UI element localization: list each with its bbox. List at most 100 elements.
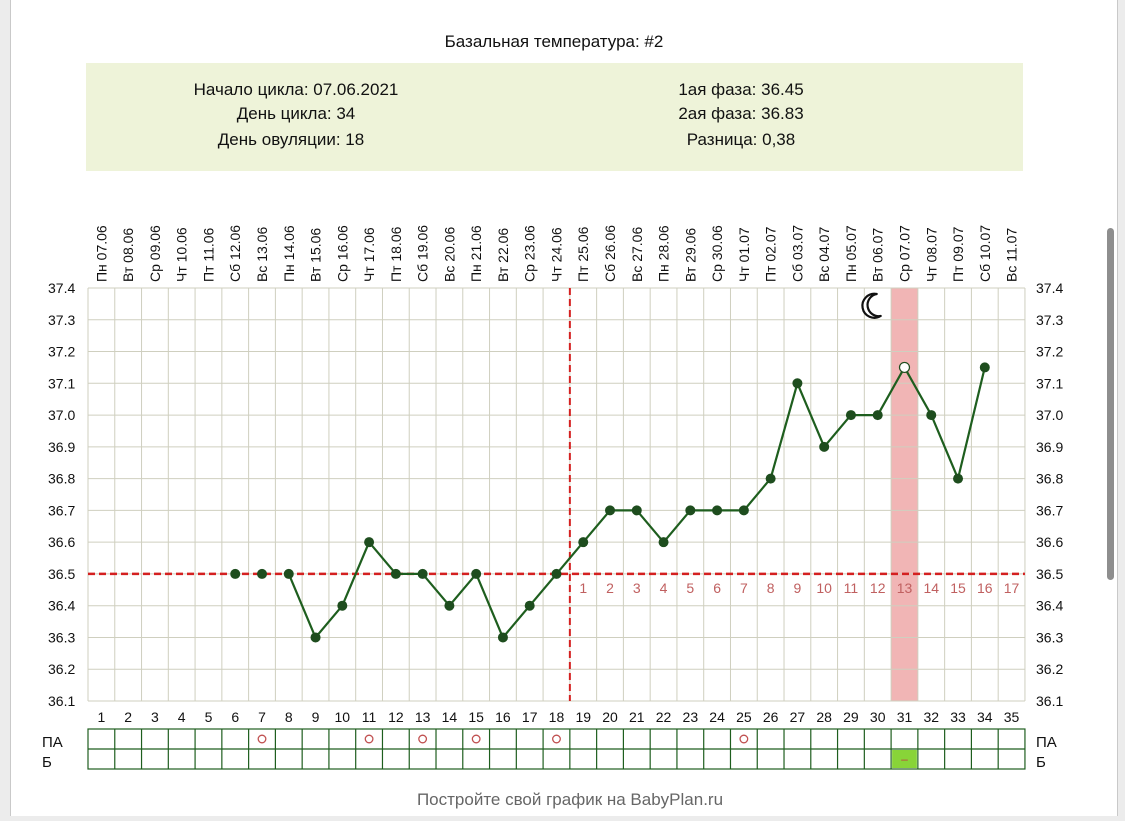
y-tick-label-left: 36.9 [48,439,75,455]
date-label: Пт 02.07 [763,226,779,282]
y-tick-label-left: 37.3 [48,312,75,328]
phase1-text: 1ая фаза: 36.45 [678,80,803,99]
date-label: Чт 08.07 [923,227,939,282]
y-tick-label-right: 37.0 [1036,407,1063,423]
temperature-point [364,537,375,548]
luteal-day-label: 13 [897,580,913,596]
pa-row-label-left: ПА [42,734,63,751]
temperature-point [390,568,401,579]
cycle-day-label: 22 [656,709,672,725]
temperature-point [658,537,669,548]
vertical-scrollbar[interactable] [1107,228,1114,580]
luteal-day-label: 2 [606,580,614,596]
temperature-point [953,473,964,484]
ovulation-day-text: День овуляции: 18 [218,130,364,149]
y-tick-label-right: 36.9 [1036,439,1063,455]
y-tick-label-left: 36.4 [48,598,75,614]
temperature-point [685,505,696,516]
cycle-day-label: 21 [629,709,645,725]
date-label: Пн 05.07 [843,225,859,282]
luteal-day-label: 15 [950,580,966,596]
date-label: Чт 01.07 [736,227,752,282]
moon-icon [861,292,882,319]
pa-marker [364,734,374,744]
date-label: Пн 14.06 [281,225,297,282]
y-tick-label-left: 36.5 [48,566,75,582]
temperature-point [845,410,856,421]
cycle-day-label: 27 [790,709,806,725]
highlight-column [891,288,918,701]
y-tick-label-left: 36.2 [48,661,75,677]
cycle-day-label: 30 [870,709,886,725]
y-tick-label-right: 36.6 [1036,534,1063,550]
date-label: Вт 22.06 [495,228,511,282]
luteal-day-label: 6 [713,580,721,596]
y-tick-label-left: 36.8 [48,471,75,487]
pa-marker [257,734,267,744]
date-label: Сб 19.06 [415,225,431,282]
temperature-point [524,600,535,611]
y-tick-label-left: 37.0 [48,407,75,423]
cycle-day-label: 6 [231,709,239,725]
temperature-point [631,505,642,516]
date-label: Сб 03.07 [789,225,805,282]
luteal-day-label: 9 [794,580,802,596]
date-label: Ср 16.06 [334,225,350,282]
cycle-day-label: 11 [362,709,377,725]
date-label: Ср 30.06 [709,225,725,282]
cycle-day-label: 12 [388,709,404,725]
pa-marker [418,734,428,744]
cycle-start-text: Начало цикла: 07.06.2021 [194,80,399,99]
temperature-point [605,505,616,516]
cycle-day-label: 33 [950,709,966,725]
cycle-day-label: 18 [549,709,565,725]
date-label: Вс 27.06 [629,227,645,282]
footer-link[interactable]: Постройте свой график на BabyPlan.ru [417,790,723,809]
b-row-label-right: Б [1036,754,1046,771]
chart-title: Базальная температура: #2 [445,32,664,51]
temperature-point [417,568,428,579]
cycle-day-label: 9 [312,709,320,725]
luteal-day-label: 7 [740,580,748,596]
date-label: Сб 26.06 [602,225,618,282]
bbt-chart: Базальная температура: #2 Начало цикла: … [42,32,1063,809]
temperature-point [230,568,241,579]
cycle-day-label: 35 [1004,709,1020,725]
date-label: Сб 12.06 [227,225,243,282]
temperature-point [257,568,268,579]
date-label: Вт 15.06 [308,228,324,282]
date-label: Вс 13.06 [254,227,270,282]
b-marker [892,750,917,768]
y-tick-label-left: 37.1 [48,375,75,391]
y-tick-label-right: 36.2 [1036,661,1063,677]
date-label: Ср 23.06 [522,225,538,282]
temperature-point [765,473,776,484]
cycle-day-label: 20 [602,709,618,725]
date-label: Пт 11.06 [200,227,216,282]
temperature-point [926,410,937,421]
cycle-day-label: 13 [415,709,431,725]
cycle-day-label: 28 [816,709,832,725]
y-tick-label-right: 36.5 [1036,566,1063,582]
y-tick-label-right: 36.7 [1036,502,1063,518]
date-label: Пн 21.06 [468,225,484,282]
date-label: Чт 24.06 [548,227,564,282]
cycle-day-label: 3 [151,709,159,725]
temperature-point [444,600,455,611]
b-row-label-left: Б [42,754,52,771]
temperature-point [471,568,482,579]
difference-text: Разница: 0,38 [687,130,795,149]
luteal-day-label: 12 [870,580,886,596]
luteal-day-label: 16 [977,580,993,596]
luteal-day-label: 1 [579,580,587,596]
luteal-day-label: 11 [844,580,859,596]
cycle-day-label: 31 [897,709,913,725]
temperature-point [819,441,830,452]
cycle-day-label: 17 [522,709,538,725]
cycle-day-text: День цикла: 34 [237,104,356,123]
date-label: Вт 08.06 [120,228,136,282]
y-tick-label-left: 36.3 [48,629,75,645]
date-label: Пн 07.06 [93,225,109,282]
cycle-day-label: 32 [923,709,939,725]
cycle-day-label: 26 [763,709,779,725]
